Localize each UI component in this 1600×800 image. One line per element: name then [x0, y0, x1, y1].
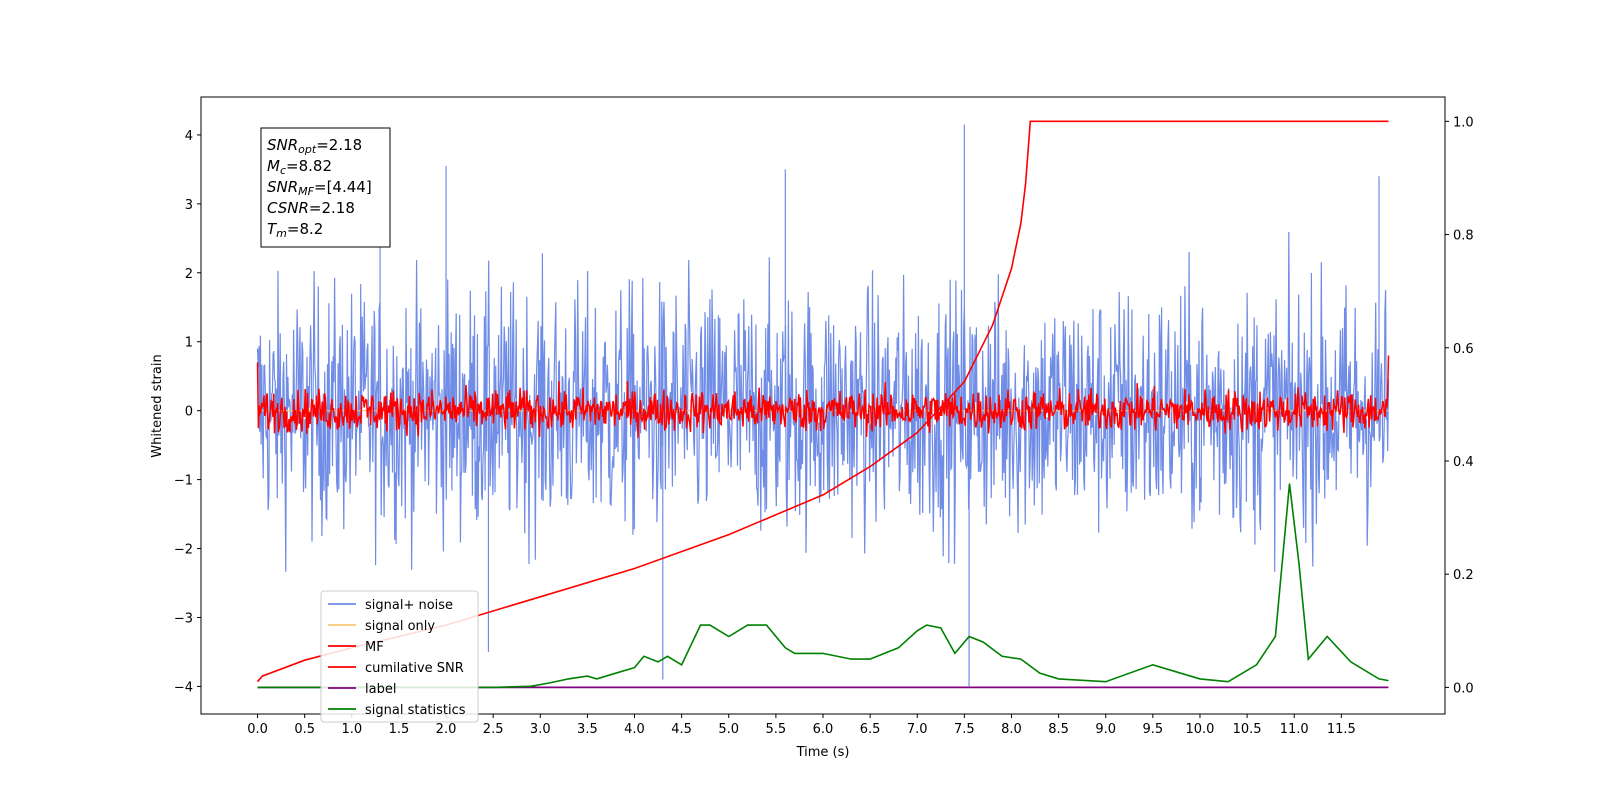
y-axis-left: 4 3 2 1 0 −1 −2 −3 −4 [174, 129, 201, 695]
x-tick-label: 7.5 [954, 722, 975, 737]
x-tick-label: 3.5 [577, 722, 598, 737]
x-tick-label: 4.5 [671, 722, 692, 737]
legend-label: label [365, 682, 396, 697]
x-tick-label: 11.5 [1327, 722, 1356, 737]
x-tick-label: 2.5 [483, 722, 504, 737]
y-tick-label: −3 [174, 611, 193, 626]
x-tick-label: 7.0 [907, 722, 928, 737]
legend: signal+ noise signal only MF cumilative SNR… [320, 590, 479, 723]
x-tick-label: 8.0 [1001, 722, 1022, 737]
x-tick-label: 5.5 [766, 722, 787, 737]
y-tick-label: 4 [185, 129, 193, 144]
x-tick-label: 1.5 [389, 722, 410, 737]
x-tick-label: 11.0 [1280, 722, 1309, 737]
x-tick-label: 9.0 [1095, 722, 1116, 737]
x-tick-label: 5.0 [718, 722, 739, 737]
legend-frame [320, 590, 479, 723]
legend-label: cumilative SNR [365, 661, 464, 676]
legend-label: signal statistics [365, 703, 466, 718]
y-tick-label: 3 [185, 198, 193, 213]
legend-label: signal+ noise [365, 598, 453, 613]
annotation-line: Mc=8.82 [267, 157, 332, 177]
x-tick-label: 3.0 [530, 722, 551, 737]
x-axis: 0.0 0.5 1.0 1.5 2.0 2.5 3.0 3.5 4.0 4.5 5.0 5.5 6.0 6… [247, 714, 1356, 737]
series-mf-line [256, 355, 1390, 439]
annotation-line: Tm=8.2 [267, 220, 323, 240]
x-tick-label: 2.0 [436, 722, 457, 737]
x-tick-label: 9.5 [1143, 722, 1164, 737]
legend-label: signal only [365, 619, 435, 634]
y-tick-label: −4 [174, 680, 193, 695]
x-tick-label: 4.0 [624, 722, 645, 737]
y-tick-label: 0 [185, 405, 193, 420]
x-tick-label: 10.5 [1233, 722, 1262, 737]
annotation-line: CSNR=2.18 [267, 199, 355, 217]
legend-label: MF [365, 640, 384, 655]
series-signal-statistics-line [257, 483, 1389, 689]
x-axis-label: Time (s) [796, 745, 850, 760]
annotation-box-frame [260, 127, 391, 248]
x-tick-label: 1.0 [341, 722, 362, 737]
annotation-line: SNRopt=2.18 [267, 136, 362, 156]
y-axis-label: Whitened strain [150, 354, 165, 457]
x-tick-label: 6.5 [860, 722, 881, 737]
x-tick-label: 8.5 [1048, 722, 1069, 737]
series-signal-noise-line [256, 231, 1390, 572]
x-tick-label: 0.0 [247, 722, 268, 737]
y-axis-right: 1.0 0.8 0.6 0.4 0.2 0.0 [1445, 115, 1474, 696]
x-tick-label: 6.0 [813, 722, 834, 737]
y-tick-label: 2 [185, 267, 193, 282]
annotation-line: SNRMF=[4.44] [267, 178, 372, 198]
y-tick-label: 1 [185, 336, 193, 351]
x-tick-label: 10.0 [1185, 722, 1214, 737]
y2-tick-label: 1.0 [1453, 115, 1474, 130]
y-tick-label: −2 [174, 543, 193, 558]
y2-tick-label: 0.2 [1453, 568, 1474, 583]
y-tick-label: −1 [174, 474, 193, 489]
y2-tick-label: 0.4 [1453, 455, 1474, 470]
series-layer [256, 120, 1390, 689]
y2-tick-label: 0.0 [1453, 681, 1474, 696]
y2-tick-label: 0.8 [1453, 229, 1474, 244]
y2-tick-label: 0.6 [1453, 342, 1474, 357]
x-tick-label: 0.5 [294, 722, 315, 737]
